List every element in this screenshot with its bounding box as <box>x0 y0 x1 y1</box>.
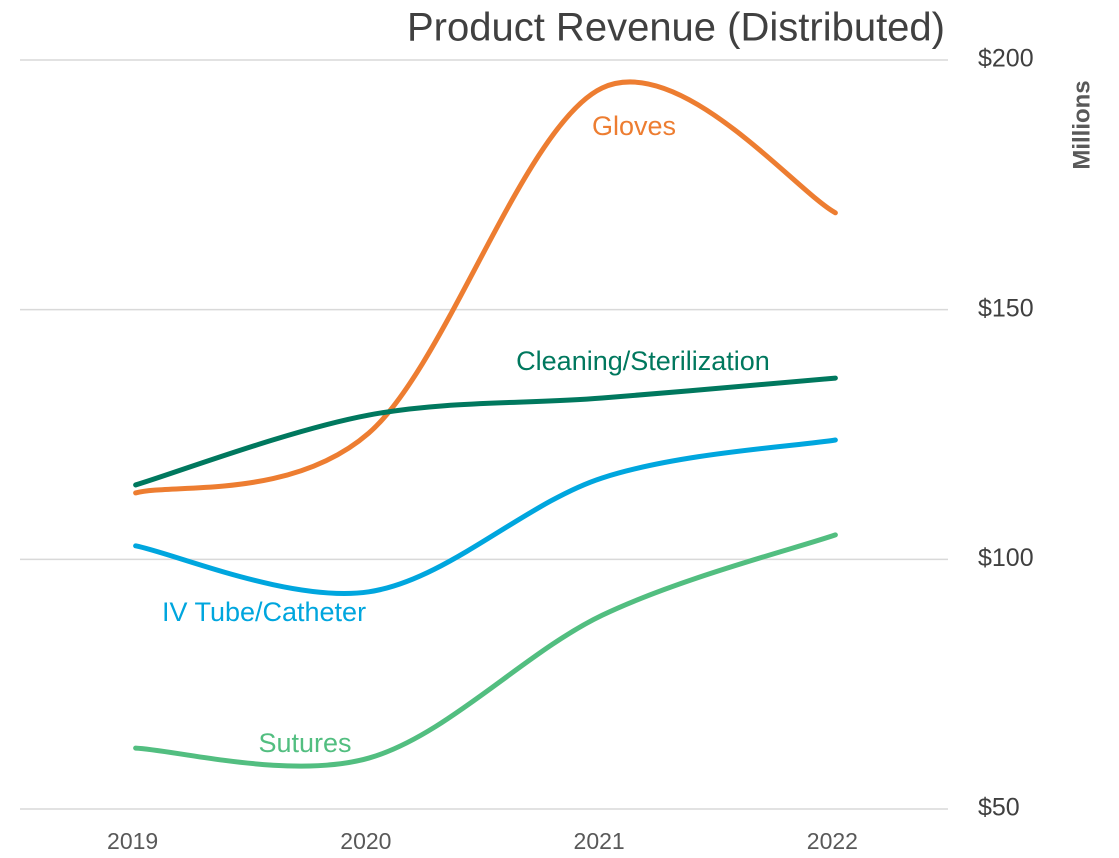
series-line <box>133 437 838 596</box>
y-tick-label: $50 <box>978 794 1020 822</box>
series-label: Gloves <box>592 111 676 141</box>
series-line <box>133 532 838 769</box>
x-tick-label: 2021 <box>574 828 625 854</box>
series-line <box>133 79 838 496</box>
y-tick-label: $150 <box>978 294 1034 322</box>
x-tick-label: 2020 <box>340 828 391 854</box>
x-tick-label: 2022 <box>807 828 858 854</box>
y-tick-label: $100 <box>978 544 1034 572</box>
series-label: IV Tube/Catheter <box>162 597 366 627</box>
y-tick-label: $200 <box>978 45 1034 73</box>
chart-title: Product Revenue (Distributed) <box>407 6 945 50</box>
y-axis-label: Millions <box>1068 80 1095 169</box>
series-label: Cleaning/Sterilization <box>516 346 770 376</box>
series-label: Sutures <box>258 728 351 758</box>
x-tick-label: 2019 <box>107 828 158 854</box>
series-line <box>133 375 838 488</box>
